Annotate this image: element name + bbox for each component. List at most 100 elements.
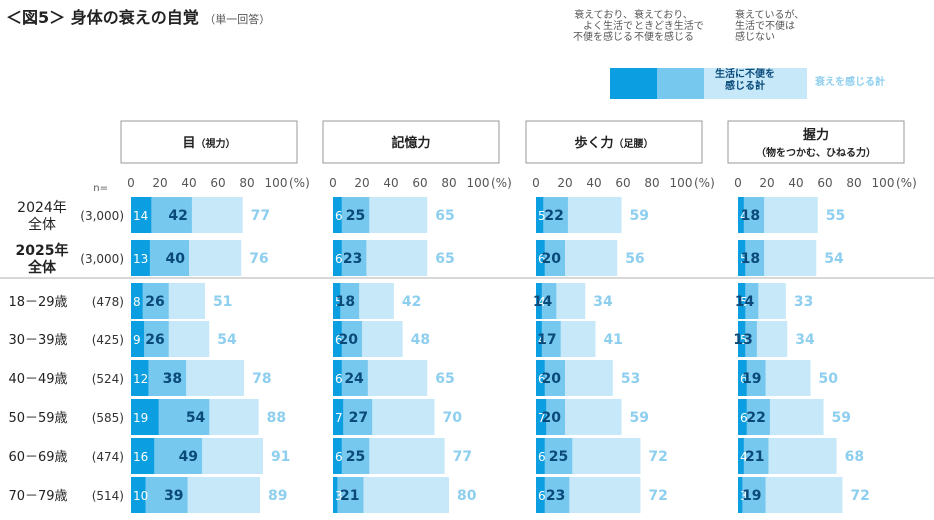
row-n: (524) <box>92 372 124 386</box>
data-label-strong: 6 <box>538 489 546 503</box>
data-label-strong: 6 <box>335 252 343 266</box>
x-tick-label: 100 <box>265 176 288 190</box>
legend-strong-swatch <box>610 68 657 99</box>
data-label-total: 76 <box>249 251 268 267</box>
legend-strong-text: 衰えており、 よく生活で 不便を感じる <box>573 10 633 43</box>
data-label-total: 72 <box>648 449 667 465</box>
data-label-total: 65 <box>435 371 454 387</box>
x-tick-label: 80 <box>644 176 659 190</box>
data-label-strong: 5 <box>740 333 748 347</box>
data-label-subtotal: 14 <box>533 294 553 310</box>
data-label-total: 65 <box>435 208 454 224</box>
data-label-total: 51 <box>213 294 232 310</box>
data-label-strong: 12 <box>133 372 148 386</box>
bar-strong <box>333 283 341 319</box>
data-label-total: 56 <box>625 251 644 267</box>
x-tick-label: 0 <box>532 176 540 190</box>
legend-subtotal-label: 生活に不便を 感じる計 <box>715 69 775 92</box>
row-n: (3,000) <box>80 252 124 266</box>
bar-strong <box>536 197 544 233</box>
data-label-subtotal: 18 <box>336 294 355 310</box>
data-label-strong: 6 <box>740 372 748 386</box>
title-text: ＜図5＞ 身体の衰えの自覚 <box>6 8 199 27</box>
panel-title-box <box>322 120 500 164</box>
legend-none-swatch <box>704 68 807 99</box>
data-label-strong: 5 <box>335 295 343 309</box>
bar-strong <box>333 399 344 435</box>
x-tick-label: 0 <box>734 176 742 190</box>
data-label-subtotal: 25 <box>346 449 365 465</box>
panel-title-box <box>525 120 703 164</box>
bar-strong <box>131 321 145 357</box>
data-label-total: 78 <box>252 371 271 387</box>
legend-sometimes-swatch <box>657 68 704 99</box>
x-tick-label: 20 <box>557 176 572 190</box>
data-label-total: 72 <box>850 488 869 504</box>
bar-strong <box>131 240 150 276</box>
page-title: ＜図5＞ 身体の衰えの自覚 （単一回答） <box>6 4 270 28</box>
data-label-total: 88 <box>267 410 286 426</box>
data-label-subtotal: 24 <box>344 371 364 387</box>
data-label-strong: 4 <box>538 295 546 309</box>
data-label-total: 80 <box>457 488 477 504</box>
panel-subtitle: （視力） <box>196 137 236 150</box>
data-label-strong: 6 <box>335 372 343 386</box>
panel-title: 記憶力 <box>391 135 430 151</box>
data-label-strong: 3 <box>740 489 748 503</box>
data-label-strong: 14 <box>133 209 148 223</box>
legend-total-label: 衰えを感じる計 <box>815 77 885 88</box>
row-label: 30－39歳 <box>8 333 67 348</box>
data-label-total: 33 <box>794 294 813 310</box>
x-tick-label: 80 <box>441 176 456 190</box>
bar-strong <box>738 321 746 357</box>
bar-strong <box>738 477 743 513</box>
data-label-total: 55 <box>826 208 845 224</box>
bar-strong <box>738 438 744 474</box>
bar-strong <box>738 399 747 435</box>
data-label-strong: 13 <box>133 252 148 266</box>
data-label-strong: 9 <box>133 333 141 347</box>
bar-sometimes <box>333 477 364 513</box>
data-label-strong: 4 <box>740 209 748 223</box>
row-n: (425) <box>92 333 124 347</box>
x-unit-label: (%) <box>289 176 310 190</box>
x-tick-label: 0 <box>329 176 337 190</box>
data-label-strong: 16 <box>133 450 148 464</box>
row-label: 18－29歳 <box>8 295 67 310</box>
data-label-subtotal: 20 <box>542 371 562 387</box>
data-label-subtotal: 27 <box>349 410 368 426</box>
data-label-total: 53 <box>621 371 640 387</box>
x-tick-label: 60 <box>615 176 630 190</box>
data-label-total: 77 <box>453 449 472 465</box>
panel-title: 目（視力） <box>182 136 235 151</box>
bar-sometimes <box>738 477 766 513</box>
bar-strong <box>738 240 746 276</box>
x-tick-label: 40 <box>788 176 803 190</box>
panel-title-main: 目 <box>182 136 195 151</box>
data-label-subtotal: 21 <box>745 449 764 465</box>
data-label-total: 70 <box>443 410 463 426</box>
data-label-subtotal: 26 <box>145 332 164 348</box>
data-label-subtotal: 18 <box>741 251 760 267</box>
data-label-subtotal: 13 <box>733 332 752 348</box>
data-label-total: 34 <box>795 332 815 348</box>
bar-strong <box>131 477 146 513</box>
row-label: 50－59歳 <box>8 411 67 426</box>
data-label-total: 59 <box>630 208 649 224</box>
row-label: 2025年 <box>16 242 69 259</box>
legend: 衰えており、 よく生活で 不便を感じる 衰えており、 ときどき生活で 不便を感じ… <box>0 0 934 110</box>
bar-strong <box>738 360 747 396</box>
x-tick-label: 40 <box>383 176 398 190</box>
bar-strong <box>536 240 545 276</box>
row-n: (3,000) <box>80 209 124 223</box>
x-tick-label: 60 <box>817 176 832 190</box>
data-label-total: 34 <box>593 294 613 310</box>
bar-strong <box>333 360 342 396</box>
x-tick-label: 40 <box>181 176 196 190</box>
row-label: 全体 <box>27 259 57 276</box>
bar-strong <box>131 438 155 474</box>
data-label-subtotal: 20 <box>542 410 562 426</box>
data-label-total: 91 <box>271 449 290 465</box>
bar-strong <box>333 240 342 276</box>
